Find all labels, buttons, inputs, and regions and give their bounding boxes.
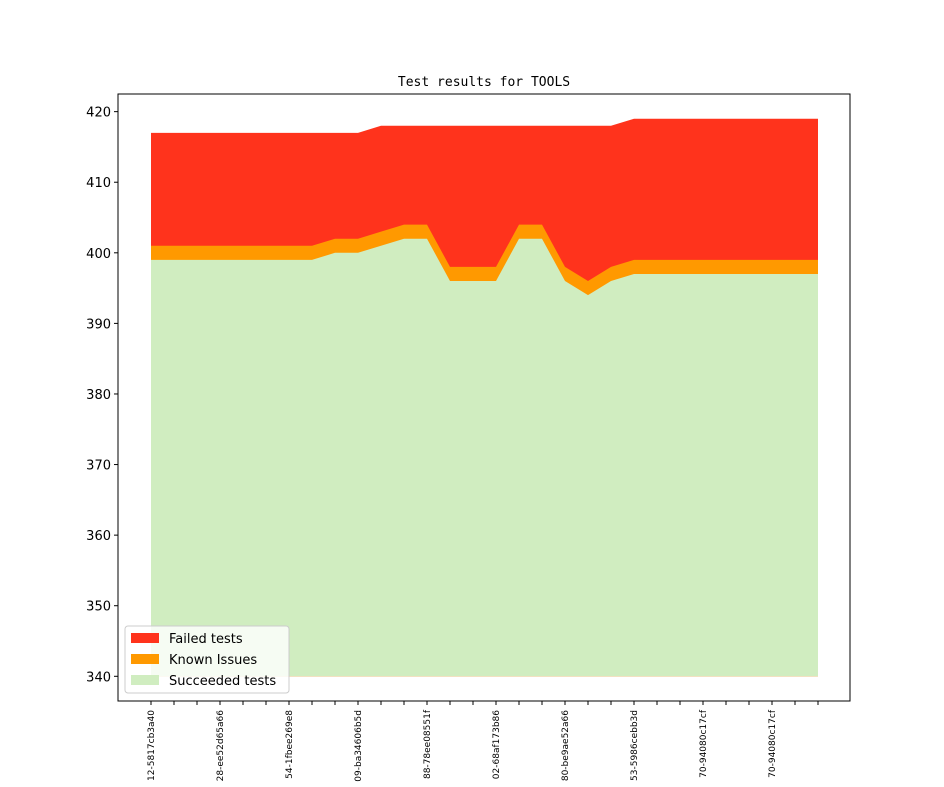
legend-swatch-known-issues [131,654,159,664]
legend-swatch-failed-tests [131,633,159,643]
xtick-label: 02-68af173b86 [492,710,502,779]
xtick-label: 80-be9ae52a66 [561,710,571,781]
legend-label-failed-tests: Failed tests [169,632,243,647]
ytick-label: 400 [86,247,111,262]
xtick-label: 88-78ee08551f [423,709,433,779]
xtick-label: 09-ba34606b5d [354,710,364,782]
plot-frame [117,93,851,702]
ytick-label: 380 [86,388,111,403]
xtick-label: 70-94080c17cf [699,709,709,778]
ytick-label: 360 [86,529,111,544]
legend-swatch-succeeded-tests [131,675,159,685]
ytick-label: 410 [86,176,111,191]
ytick-label: 420 [86,106,111,121]
legend-label-known-issues: Known Issues [169,653,257,668]
y-axis: 340 350 360 370 380 390 400 410 420 [86,106,118,685]
xtick-label: 12-5817cb3a40 [147,710,157,781]
x-axis: 12-5817cb3a40 28-ee52d65a66 54-1fbee269e8 0… [147,701,819,782]
ytick-label: 350 [86,600,111,615]
xtick-label: 54-1fbee269e8 [285,710,295,779]
legend: Failed tests Known Issues Succeeded tests [124,625,290,694]
area-succeeded-tests [151,238,818,677]
xtick-label: 28-ee52d65a66 [216,710,226,782]
series-areas [151,118,818,677]
xtick-label: 70-94080c17cf [768,709,778,778]
legend-box [124,625,290,694]
xtick-label: 53-5986cebb3d [630,710,640,781]
chart-title: Test results for TOOLS [398,75,570,90]
ytick-label: 340 [86,670,111,685]
ytick-label: 370 [86,459,111,474]
ytick-label: 390 [86,317,111,332]
legend-label-succeeded-tests: Succeeded tests [169,674,276,689]
